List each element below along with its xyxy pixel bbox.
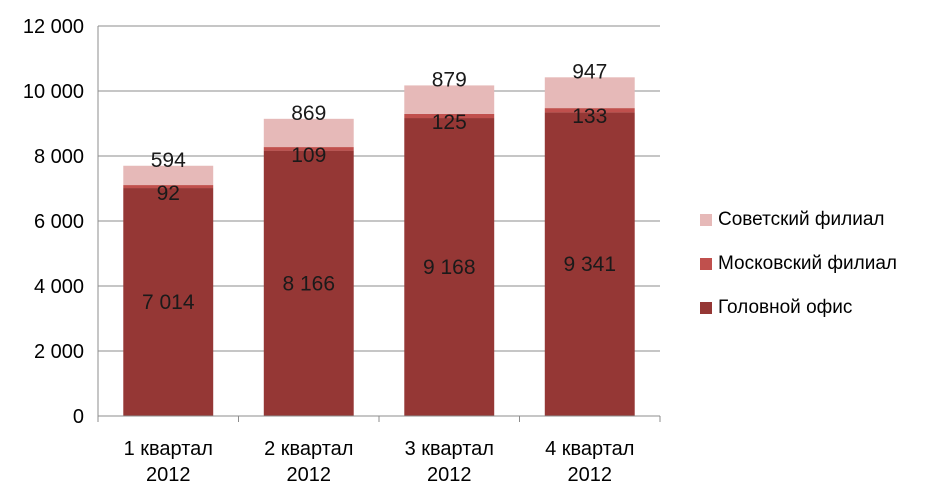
bar-segment	[544, 108, 635, 113]
data-label: 7 014	[142, 291, 195, 314]
x-tick-label: 4 квартал	[545, 438, 634, 460]
data-label: 133	[572, 105, 607, 128]
bar-segment	[404, 118, 495, 416]
data-label: 879	[432, 68, 467, 91]
x-tick-label: 2012	[427, 464, 472, 486]
data-label: 125	[432, 111, 467, 134]
legend-swatch-golovnoy	[700, 302, 712, 314]
bar-segment	[263, 118, 354, 148]
y-axis: 0 2 000 4 000 6 000 8 000 10 000 12 000	[23, 16, 99, 428]
legend-swatch-moskovsky	[700, 258, 712, 270]
y-tick-label: 10 000	[23, 81, 84, 103]
data-label: 9 341	[563, 253, 616, 276]
bar-segment	[404, 85, 495, 114]
data-label: 947	[572, 60, 607, 83]
data-label: 869	[291, 102, 326, 125]
y-tick-label: 4 000	[34, 276, 84, 298]
legend-item-golovnoy: Головной офис	[700, 286, 897, 330]
legend-item-moskovsky: Московский филиал	[700, 242, 897, 286]
legend-label-golovnoy: Головной офис	[718, 297, 853, 318]
y-tick-label: 12 000	[23, 16, 84, 38]
data-label: 109	[291, 144, 326, 167]
bar-segment	[123, 188, 214, 416]
bar-segment	[544, 77, 635, 109]
y-tick-label: 0	[73, 406, 84, 428]
bar-segment	[123, 165, 214, 186]
x-tick-label: 2 квартал	[264, 438, 353, 460]
bar-segment	[263, 147, 354, 151]
x-axis: 1 квартал 2012 2 квартал 2012 3 квартал 2012 4…	[97, 415, 661, 486]
legend-label-sovetsky: Советский филиал	[718, 209, 885, 230]
bar-segment	[544, 112, 635, 416]
y-tick-label: 8 000	[34, 146, 84, 168]
legend: Советский филиал Московский филиал Голов…	[700, 198, 897, 330]
x-tick-label: 2012	[146, 464, 191, 486]
x-tick-label: 2012	[568, 464, 613, 486]
x-tick-label: 1 квартал	[124, 438, 213, 460]
data-label: 9 168	[423, 256, 476, 279]
bar-segment	[123, 185, 214, 189]
data-label: 92	[157, 182, 180, 205]
legend-label-moskovsky: Московский филиал	[718, 253, 897, 274]
data-label: 8 166	[282, 272, 335, 295]
y-tick-label: 2 000	[34, 341, 84, 363]
x-tick-label: 3 квартал	[405, 438, 494, 460]
y-tick-label: 6 000	[34, 211, 84, 233]
bar-segment	[263, 150, 354, 417]
x-tick-label: 2012	[287, 464, 332, 486]
legend-swatch-sovetsky	[700, 214, 712, 226]
bar-segment	[404, 113, 495, 119]
legend-item-sovetsky: Советский филиал	[700, 198, 897, 242]
bars: 7 014 92 594 8 166 109 869 9 168 125 879 9 341 133…	[123, 60, 635, 417]
data-label: 594	[151, 149, 186, 172]
